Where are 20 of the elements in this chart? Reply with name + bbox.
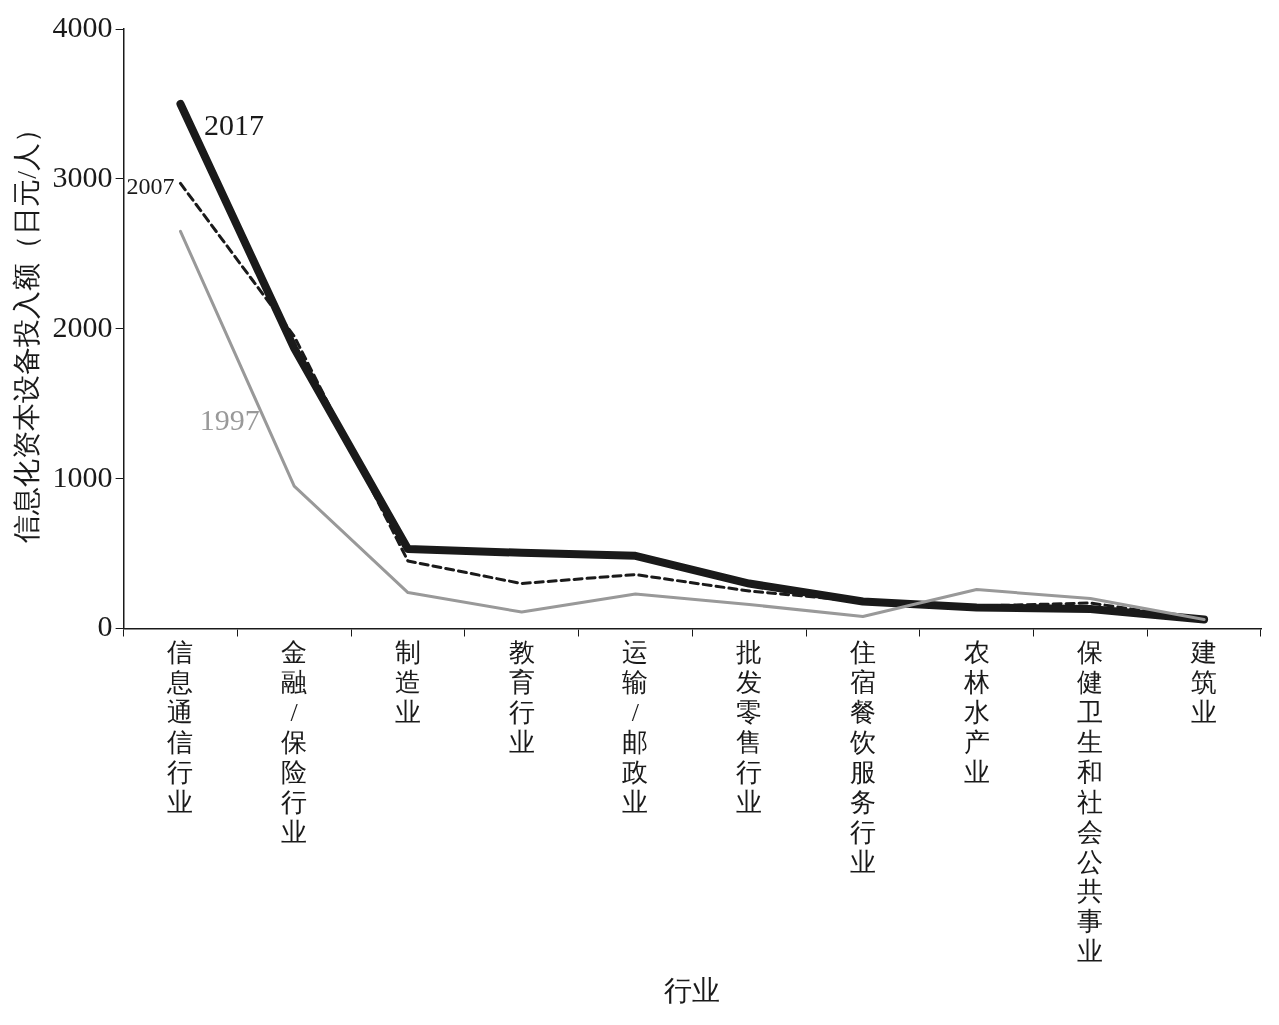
x-tick-label: 金融/保险行业 [281, 638, 308, 847]
x-tick-label: 信息通信行业 [166, 638, 194, 817]
y-tick-label: 1000 [52, 459, 113, 493]
x-tick-label: 运输/邮政业 [622, 638, 649, 817]
y-tick-label: 0 [97, 609, 113, 643]
y-tick-label: 4000 [52, 9, 113, 43]
y-tick-label: 2000 [52, 309, 113, 343]
x-tick-label: 批发零售行业 [736, 638, 763, 817]
series-label: 2007 [126, 172, 175, 199]
x-tick-label: 制造业 [394, 638, 421, 728]
x-tick-label: 建筑业 [1190, 638, 1218, 728]
category-label: 保健卫生和社会公共事业 [1077, 638, 1104, 967]
series-label: 1997 [199, 403, 260, 437]
series-label: 2017 [204, 108, 265, 142]
x-tick-label: 农林水产业 [962, 638, 990, 787]
x-axis-title: 行业 [664, 974, 721, 1006]
y-tick-label: 3000 [52, 159, 113, 193]
x-tick-label: 住宿餐饮服务行业 [848, 638, 876, 877]
x-tick-label: 教育行业 [508, 638, 535, 757]
y-axis-title: 信息化资本设备投入额（日元/人） [11, 114, 43, 543]
